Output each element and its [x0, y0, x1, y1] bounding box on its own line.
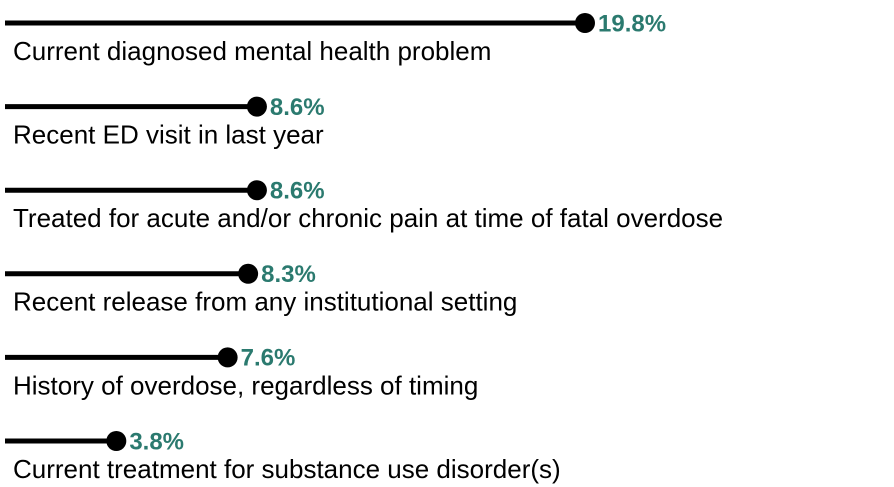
dot [246, 96, 267, 117]
dot [246, 180, 267, 201]
category-label: Recent release from any institutional se… [13, 287, 517, 317]
category-label: Current diagnosed mental health problem [13, 36, 491, 66]
value-label: 3.8% [129, 428, 184, 455]
category-label: Treated for acute and/or chronic pain at… [13, 203, 723, 233]
dot [217, 347, 238, 368]
category-label: Current treatment for substance use diso… [13, 454, 561, 484]
value-label: 8.6% [270, 94, 325, 121]
dot [575, 13, 595, 33]
category-label: History of overdose, regardless of timin… [13, 370, 478, 400]
value-label: 8.6% [270, 178, 325, 205]
dot [106, 431, 127, 451]
value-label: 7.6% [241, 345, 296, 372]
value-label: 19.8% [598, 10, 666, 37]
value-label: 8.3% [261, 261, 316, 288]
category-label: Recent ED visit in last year [13, 119, 324, 149]
dot [238, 263, 259, 284]
